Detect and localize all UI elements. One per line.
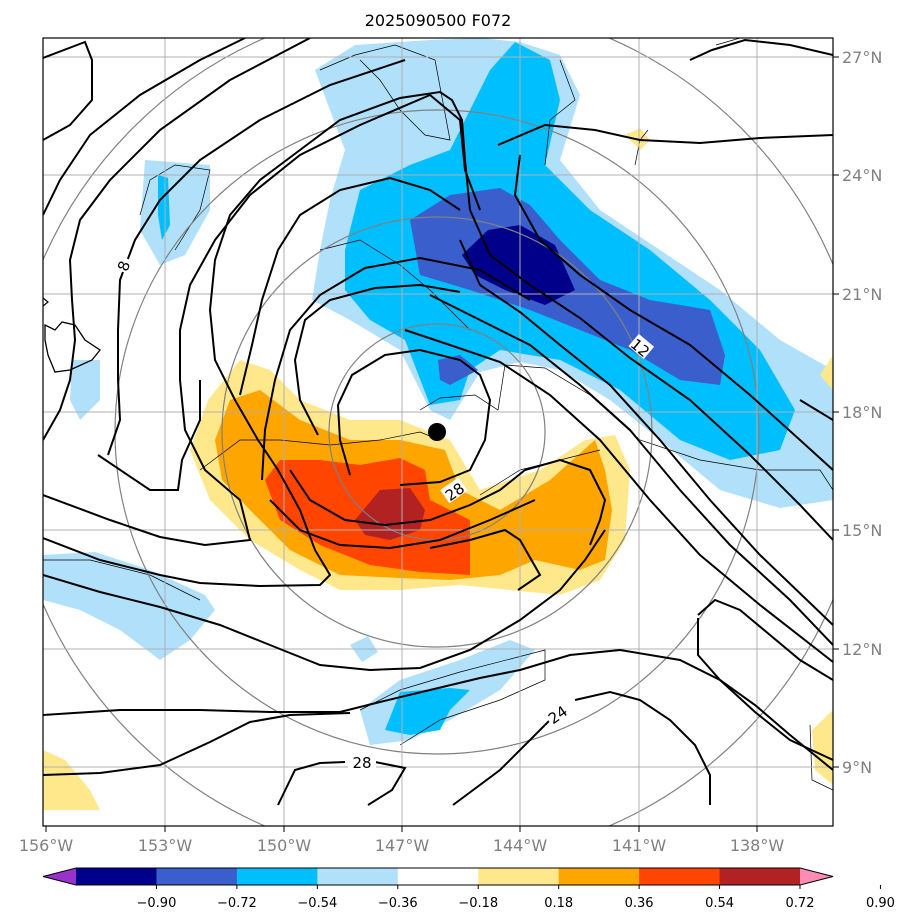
contour-label-28-south: 28 — [352, 754, 371, 772]
colorbar-tick-label: 0.72 — [786, 896, 815, 911]
map-frame — [42, 37, 834, 827]
positive-anomaly-east-edge — [820, 355, 833, 390]
storm-center-marker — [428, 423, 446, 441]
colorbar-tick-label: 0.90 — [866, 896, 895, 911]
lat-tick-label: 24°N — [842, 166, 882, 185]
lon-tick-label: 144°W — [493, 836, 548, 855]
colorbar-segment — [317, 868, 399, 885]
contour-lines-east — [404, 38, 833, 771]
lon-tick-label: 150°W — [257, 836, 312, 855]
negative-anomaly-south-core — [385, 688, 470, 735]
lat-tick-label: 9°N — [842, 758, 872, 777]
colorbar-tick-label: −0.18 — [458, 896, 498, 911]
colorbar-segment — [558, 868, 640, 885]
shaded-field — [43, 38, 833, 810]
island-outline-small — [43, 297, 49, 307]
colorbar-segment — [397, 868, 479, 885]
lon-tick-label: 141°W — [612, 836, 667, 855]
island-outline — [44, 321, 101, 373]
positive-anomaly-southeast-edge — [812, 710, 833, 785]
colorbar-tick-label: −0.54 — [297, 896, 337, 911]
tick-marks — [45, 56, 839, 832]
plot-title: 2025090500 F072 — [365, 11, 512, 30]
colorbar-tick-label: 0.36 — [625, 896, 654, 911]
colorbar-tick-label: 0.54 — [705, 896, 734, 911]
colorbar-extend-low — [43, 868, 76, 885]
colorbar-segment — [156, 868, 238, 885]
colorbar-tick-label: 0.18 — [544, 896, 573, 911]
colorbar-segment — [236, 868, 318, 885]
colorbar-extend-high — [800, 868, 833, 885]
colorbar-tick-label: −0.72 — [217, 896, 257, 911]
negative-anomaly-southwest-patch — [43, 552, 215, 660]
contour-label-24: 24 — [545, 702, 571, 728]
lat-tick-label: 21°N — [842, 285, 882, 304]
lat-tick-labels: 27°N 24°N 21°N 18°N 15°N 12°N 9°N — [842, 48, 882, 777]
lat-tick-label: 12°N — [842, 640, 882, 659]
grid-lines — [43, 38, 833, 826]
negative-anomaly-medium-2 — [438, 355, 478, 385]
colorbar-segment — [719, 868, 801, 885]
lat-tick-label: 27°N — [842, 48, 882, 67]
contour-lines — [43, 38, 531, 588]
contour-lines-bands — [43, 458, 833, 806]
negative-anomaly-northwest-core — [158, 175, 170, 240]
negative-anomaly-northwest-patch — [140, 160, 210, 265]
lat-tick-label: 15°N — [842, 521, 882, 540]
lon-tick-label: 153°W — [138, 836, 193, 855]
colorbar: −0.90 −0.72 −0.54 −0.36 −0.18 0.18 0.36 0.54 0.7… — [42, 867, 895, 911]
positive-anomaly-strongest — [355, 488, 425, 540]
lon-tick-labels: 156°W 153°W 150°W 147°W 144°W 141°W 138°… — [19, 836, 785, 855]
map-area: 8 12 28 24 28 — [43, 38, 833, 826]
lat-tick-label: 18°N — [842, 403, 882, 422]
colorbar-segment — [76, 868, 157, 885]
colorbar-tick-label: −0.36 — [378, 896, 418, 911]
colorbar-outline — [42, 867, 834, 886]
negative-anomaly-west-edge — [70, 360, 100, 420]
lon-tick-label: 156°W — [19, 836, 74, 855]
positive-anomaly-southwest-corner — [43, 750, 100, 810]
colorbar-segment — [478, 868, 560, 885]
colorbar-tick-label: −0.90 — [137, 896, 177, 911]
lon-tick-label: 138°W — [730, 836, 785, 855]
lon-tick-label: 147°W — [375, 836, 430, 855]
colorbar-segment — [639, 868, 721, 885]
